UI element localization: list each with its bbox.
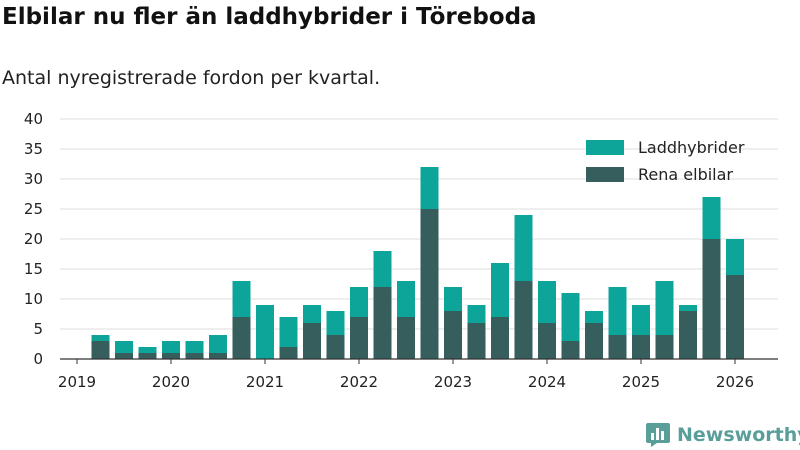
bar-rena-elbilar xyxy=(491,317,509,359)
bar-rena-elbilar xyxy=(138,353,157,359)
x-tick-label: 2022 xyxy=(340,373,378,391)
bar-laddhybrider xyxy=(679,305,697,311)
bar-laddhybrider xyxy=(138,347,157,353)
bar-laddhybrider xyxy=(702,197,721,239)
bar-laddhybrider xyxy=(115,341,133,353)
bar-rena-elbilar xyxy=(397,317,415,359)
bar-laddhybrider xyxy=(232,281,251,317)
bar-laddhybrider xyxy=(209,335,227,353)
legend-item-laddhybrider-label: Laddhybrider xyxy=(638,138,745,157)
bar-rena-elbilar xyxy=(538,323,556,359)
bar-rena-elbilar xyxy=(702,239,721,359)
bar-rena-elbilar xyxy=(420,209,439,359)
bar-rena-elbilar xyxy=(608,335,627,359)
bar-rena-elbilar xyxy=(726,275,744,359)
x-tick-label: 2025 xyxy=(622,373,660,391)
bar-rena-elbilar xyxy=(373,287,392,359)
y-tick-label: 20 xyxy=(24,230,43,248)
bar-laddhybrider xyxy=(632,305,650,335)
bar-laddhybrider xyxy=(91,335,110,341)
brand-name: Newsworthy xyxy=(677,424,800,446)
bar-laddhybrider xyxy=(444,287,462,311)
bar-laddhybrider xyxy=(185,341,204,353)
bar-laddhybrider xyxy=(467,305,486,323)
y-tick-label: 10 xyxy=(24,290,43,308)
bar-rena-elbilar xyxy=(679,311,697,359)
bar-laddhybrider xyxy=(303,305,321,323)
bar-rena-elbilar xyxy=(91,341,110,359)
x-tick-label: 2021 xyxy=(246,373,284,391)
bar-rena-elbilar xyxy=(585,323,603,359)
x-tick-label: 2026 xyxy=(716,373,754,391)
bar-rena-elbilar xyxy=(561,341,580,359)
bar-rena-elbilar xyxy=(514,281,533,359)
x-tick-label: 2019 xyxy=(58,373,96,391)
x-tick-label: 2023 xyxy=(434,373,472,391)
y-tick-label: 30 xyxy=(24,170,43,188)
bar-laddhybrider xyxy=(350,287,368,317)
bar-rena-elbilar xyxy=(209,353,227,359)
bar-laddhybrider xyxy=(420,167,439,209)
x-tick-label: 2020 xyxy=(152,373,190,391)
y-tick-label: 15 xyxy=(24,260,43,278)
bar-rena-elbilar xyxy=(232,317,251,359)
bar-laddhybrider xyxy=(162,341,180,353)
bar-laddhybrider xyxy=(561,293,580,341)
bar-laddhybrider xyxy=(326,311,345,335)
y-tick-label: 5 xyxy=(33,320,43,338)
bar-rena-elbilar xyxy=(467,323,486,359)
bar-laddhybrider xyxy=(491,263,509,317)
bar-rena-elbilar xyxy=(444,311,462,359)
newsworthy-logo-icon xyxy=(646,423,670,447)
y-tick-label: 0 xyxy=(33,350,43,368)
legend-item-rena-elbilar-swatch xyxy=(586,167,624,182)
bar-laddhybrider xyxy=(726,239,744,275)
bar-rena-elbilar xyxy=(279,347,298,359)
bar-laddhybrider xyxy=(397,281,415,317)
bar-rena-elbilar xyxy=(632,335,650,359)
bar-rena-elbilar xyxy=(162,353,180,359)
y-tick-label: 35 xyxy=(24,140,43,158)
bar-laddhybrider xyxy=(585,311,603,323)
bar-rena-elbilar xyxy=(303,323,321,359)
chart-title: Elbilar nu fler än laddhybrider i Törebo… xyxy=(2,4,537,30)
bar-laddhybrider xyxy=(256,305,274,359)
bar-laddhybrider xyxy=(279,317,298,347)
brand-logo: Newsworthy xyxy=(645,421,800,449)
y-tick-label: 25 xyxy=(24,200,43,218)
bar-laddhybrider xyxy=(514,215,533,281)
chart-subtitle: Antal nyregistrerade fordon per kvartal. xyxy=(2,67,381,89)
bar-rena-elbilar xyxy=(115,353,133,359)
x-tick-label: 2024 xyxy=(528,373,566,391)
legend-item-laddhybrider-swatch xyxy=(586,140,624,155)
bar-laddhybrider xyxy=(373,251,392,287)
bar-rena-elbilar xyxy=(350,317,368,359)
y-tick-label: 40 xyxy=(24,110,43,128)
bar-rena-elbilar xyxy=(326,335,345,359)
bar-laddhybrider xyxy=(608,287,627,335)
bar-laddhybrider xyxy=(538,281,556,323)
legend-item-rena-elbilar-label: Rena elbilar xyxy=(638,165,733,184)
bar-rena-elbilar xyxy=(655,335,674,359)
bar-laddhybrider xyxy=(655,281,674,335)
bar-rena-elbilar xyxy=(185,353,204,359)
